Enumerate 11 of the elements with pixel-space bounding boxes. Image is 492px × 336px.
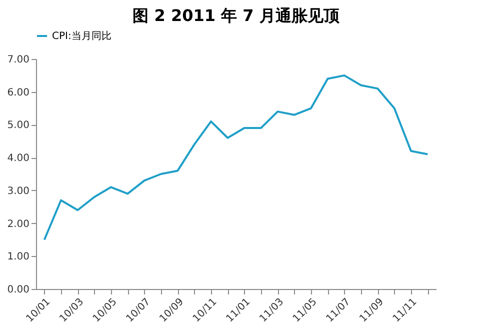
y-tick-label: 4.00: [7, 153, 30, 164]
y-tick-label: 5.00: [7, 120, 30, 132]
y-tick-label: 2.00: [7, 218, 30, 230]
chart-title: 图 2 2011 年 7 月通胀见顶: [132, 6, 340, 25]
y-tick-label: 0.00: [7, 284, 30, 296]
y-tick-label: 6.00: [7, 87, 30, 98]
legend-label: CPI:当月同比: [52, 30, 112, 42]
y-tick-label: 7.00: [7, 54, 30, 66]
line-series: [43, 74, 429, 241]
y-tick-label: 1.00: [7, 252, 30, 263]
y-tick-label: 3.00: [7, 186, 30, 197]
